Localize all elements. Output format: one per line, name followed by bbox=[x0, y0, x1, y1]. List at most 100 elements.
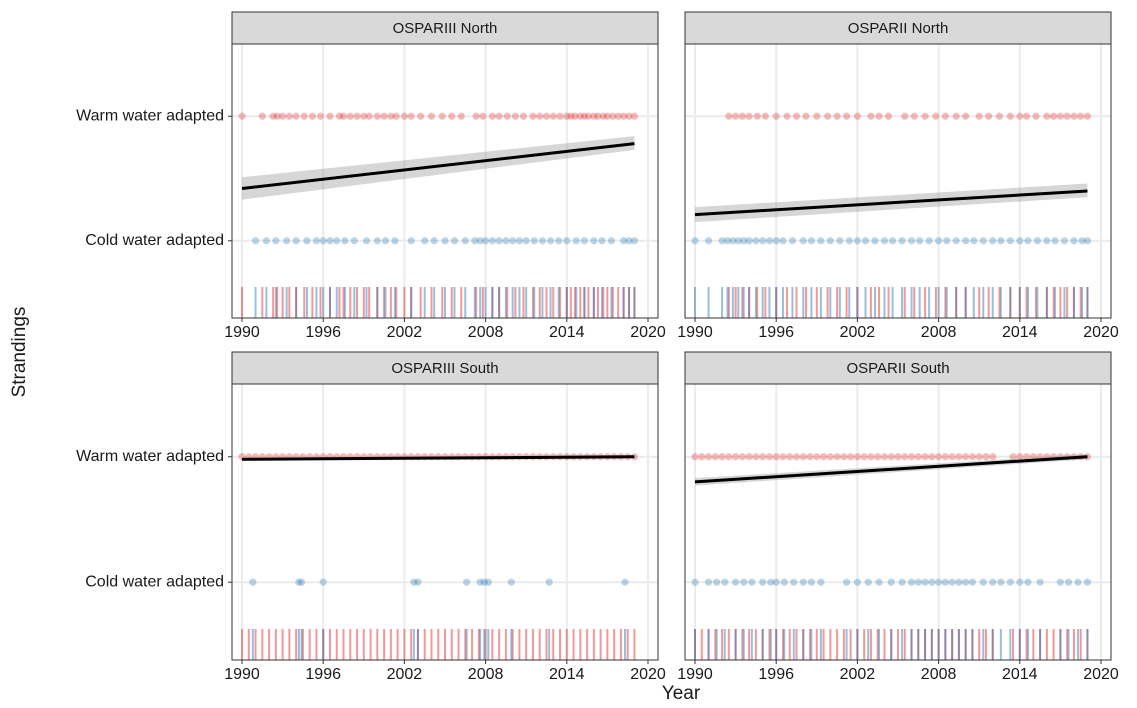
point bbox=[759, 237, 767, 245]
point bbox=[723, 237, 732, 245]
point bbox=[847, 453, 855, 461]
point bbox=[571, 112, 579, 120]
point bbox=[279, 112, 287, 120]
point bbox=[285, 112, 293, 120]
point bbox=[985, 112, 993, 120]
point bbox=[725, 112, 733, 120]
point bbox=[752, 453, 760, 461]
point bbox=[630, 112, 639, 120]
point bbox=[907, 237, 916, 245]
point bbox=[509, 237, 517, 245]
point bbox=[546, 237, 555, 245]
point bbox=[295, 578, 303, 586]
point bbox=[1070, 237, 1078, 245]
point bbox=[1083, 112, 1092, 120]
x-tick-label: 2008 bbox=[921, 666, 957, 683]
point bbox=[545, 578, 553, 586]
point bbox=[584, 112, 593, 120]
x-tick-label: 2020 bbox=[1083, 324, 1119, 341]
point bbox=[833, 112, 841, 120]
point bbox=[450, 237, 459, 245]
point bbox=[968, 453, 977, 461]
strip bbox=[231, 351, 659, 385]
point bbox=[792, 112, 801, 120]
point bbox=[380, 112, 388, 120]
point bbox=[779, 237, 787, 245]
point bbox=[341, 237, 349, 245]
point bbox=[519, 112, 528, 120]
point bbox=[463, 578, 471, 586]
point bbox=[407, 237, 415, 245]
point bbox=[365, 112, 373, 120]
point bbox=[853, 112, 862, 120]
point bbox=[807, 578, 815, 586]
trend-line bbox=[694, 189, 1088, 217]
strip bbox=[684, 351, 1112, 385]
point bbox=[1083, 578, 1092, 586]
point bbox=[887, 453, 895, 461]
point bbox=[864, 578, 872, 586]
point bbox=[732, 453, 740, 461]
point bbox=[860, 453, 868, 461]
x-tick-label: 2002 bbox=[387, 324, 423, 341]
point bbox=[273, 112, 281, 120]
point bbox=[970, 237, 978, 245]
point bbox=[1006, 112, 1014, 120]
point bbox=[875, 578, 883, 586]
trend-line bbox=[694, 455, 1088, 484]
point bbox=[880, 237, 889, 245]
point bbox=[786, 453, 794, 461]
point bbox=[339, 112, 348, 120]
point bbox=[542, 112, 551, 120]
point bbox=[783, 112, 791, 120]
point bbox=[759, 578, 767, 586]
point bbox=[753, 112, 761, 120]
point bbox=[556, 112, 564, 120]
point bbox=[813, 453, 821, 461]
point bbox=[910, 112, 918, 120]
x-tick-label: 1996 bbox=[758, 666, 794, 683]
point bbox=[326, 112, 334, 120]
point bbox=[599, 112, 607, 120]
point bbox=[761, 112, 769, 120]
point bbox=[884, 112, 893, 120]
point bbox=[875, 112, 883, 120]
point bbox=[598, 237, 606, 245]
point bbox=[691, 237, 699, 245]
x-tick-label: 2020 bbox=[1083, 666, 1119, 683]
point bbox=[921, 578, 929, 586]
strip-label: OSPARII North bbox=[848, 20, 949, 37]
point bbox=[817, 237, 825, 245]
point bbox=[555, 237, 563, 245]
point bbox=[536, 112, 544, 120]
point bbox=[813, 112, 821, 120]
point bbox=[391, 237, 399, 245]
point bbox=[934, 578, 943, 586]
point bbox=[845, 237, 853, 245]
point bbox=[842, 578, 851, 586]
point bbox=[502, 237, 510, 245]
point bbox=[1070, 112, 1078, 120]
point bbox=[353, 112, 361, 120]
point bbox=[817, 578, 825, 586]
point bbox=[799, 453, 807, 461]
x-tick-label: 1990 bbox=[677, 324, 713, 341]
point bbox=[792, 453, 801, 461]
point bbox=[932, 112, 940, 120]
x-tick-label: 2014 bbox=[1002, 324, 1038, 341]
point bbox=[430, 237, 438, 245]
point bbox=[387, 112, 395, 120]
x-tick-label: 1990 bbox=[677, 666, 713, 683]
point bbox=[488, 112, 496, 120]
point bbox=[346, 112, 354, 120]
point bbox=[819, 453, 828, 461]
point bbox=[734, 237, 742, 245]
point bbox=[1063, 112, 1071, 120]
point bbox=[1078, 237, 1086, 245]
point bbox=[907, 578, 916, 586]
point bbox=[258, 112, 266, 120]
point bbox=[807, 237, 815, 245]
point bbox=[941, 578, 949, 586]
point bbox=[729, 237, 737, 245]
